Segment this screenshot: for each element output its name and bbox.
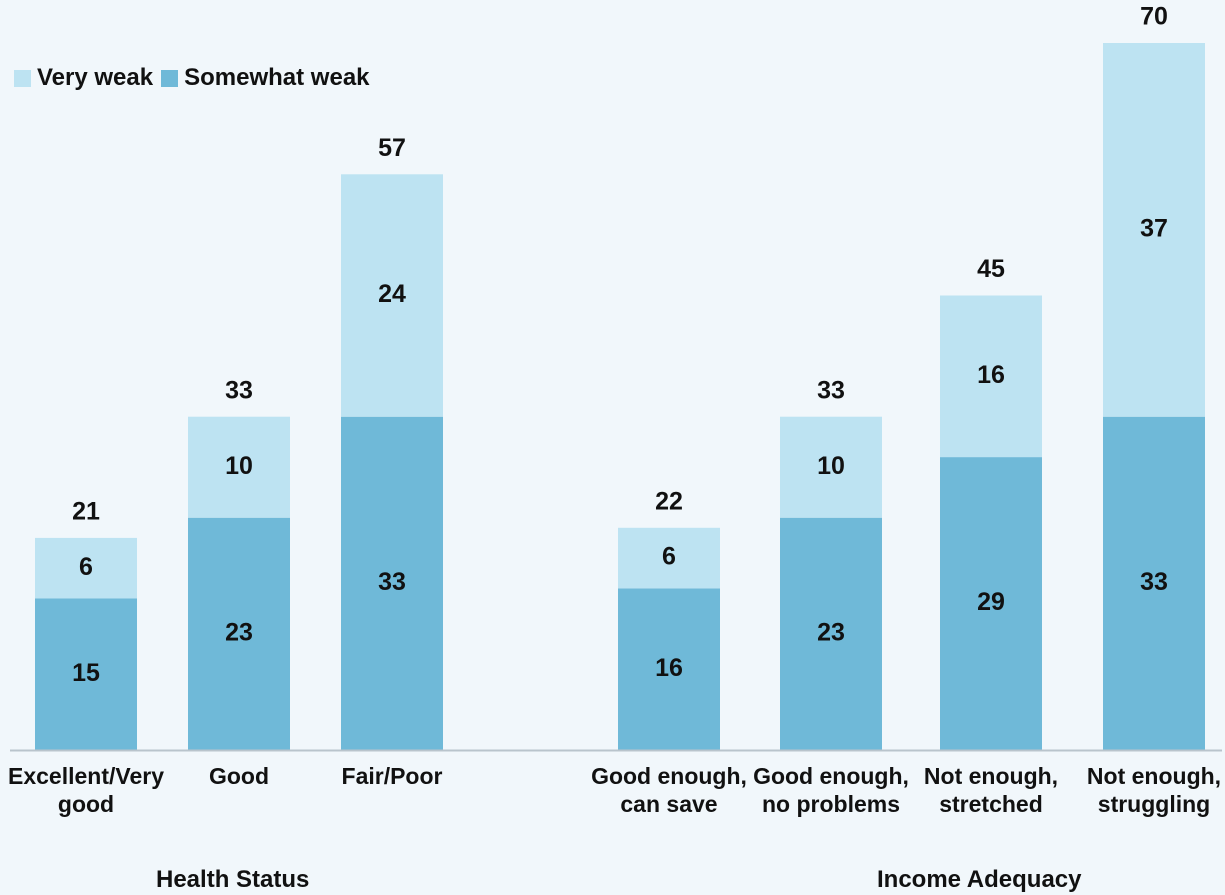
legend-item-very-weak: Very weak	[14, 64, 153, 92]
bar-somewhat-weak	[618, 588, 720, 750]
data-label-total: 33	[817, 376, 845, 404]
legend-swatch-somewhat-weak	[161, 69, 179, 87]
legend-item-somewhat-weak: Somewhat weak	[161, 64, 370, 92]
category-label: Good	[209, 763, 269, 789]
legend: Very weak Somewhat weak	[14, 64, 378, 92]
bar-very-weak	[780, 416, 882, 518]
data-label-total: 22	[655, 487, 683, 515]
category-label: good	[58, 791, 114, 817]
bar-very-weak	[618, 527, 720, 589]
data-label-somewhat-weak: 23	[225, 618, 253, 646]
category-label: Fair/Poor	[342, 763, 443, 789]
category-label: can save	[620, 791, 717, 817]
data-label-somewhat-weak: 29	[977, 588, 1005, 616]
legend-label-somewhat-weak: Somewhat weak	[184, 64, 370, 91]
category-label: struggling	[1098, 791, 1210, 817]
data-label-very-weak: 16	[977, 361, 1005, 389]
category-label: Not enough,	[1087, 763, 1221, 789]
bar-very-weak	[35, 537, 137, 599]
bar-somewhat-weak	[780, 517, 882, 750]
legend-label-very-weak: Very weak	[37, 64, 154, 91]
data-label-somewhat-weak: 33	[1140, 568, 1168, 596]
group-title-income-adequacy: Income Adequacy	[877, 866, 1082, 893]
data-label-very-weak: 10	[225, 452, 253, 480]
category-label: no problems	[762, 791, 900, 817]
bar-very-weak	[1103, 43, 1205, 417]
category-label: Good enough,	[753, 763, 909, 789]
bar-somewhat-weak	[35, 598, 137, 750]
data-label-total: 33	[225, 376, 253, 404]
legend-swatch-very-weak	[14, 69, 31, 87]
data-label-total: 45	[977, 255, 1005, 283]
bar-somewhat-weak	[341, 416, 443, 750]
bar-somewhat-weak	[940, 457, 1042, 750]
category-label: Good enough,	[591, 763, 747, 789]
bar-somewhat-weak	[1103, 416, 1205, 750]
data-label-somewhat-weak: 33	[378, 568, 406, 596]
data-label-somewhat-weak: 23	[817, 618, 845, 646]
bar-very-weak	[341, 174, 443, 417]
data-label-very-weak: 6	[662, 543, 676, 571]
data-label-very-weak: 37	[1140, 214, 1168, 242]
data-label-very-weak: 6	[79, 553, 93, 581]
data-label-total: 70	[1140, 3, 1168, 31]
category-label: Not enough,	[924, 763, 1058, 789]
bar-very-weak	[188, 416, 290, 518]
data-label-total: 21	[72, 498, 100, 526]
group-title-health-status: Health Status	[156, 866, 310, 893]
data-label-very-weak: 10	[817, 452, 845, 480]
category-label: Excellent/Very	[8, 763, 164, 789]
data-label-somewhat-weak: 15	[72, 659, 100, 687]
category-label: stretched	[939, 791, 1043, 817]
data-label-total: 57	[378, 134, 406, 162]
bar-somewhat-weak	[188, 517, 290, 750]
data-label-somewhat-weak: 16	[655, 654, 683, 682]
bar-very-weak	[940, 295, 1042, 458]
data-label-very-weak: 24	[378, 280, 406, 308]
